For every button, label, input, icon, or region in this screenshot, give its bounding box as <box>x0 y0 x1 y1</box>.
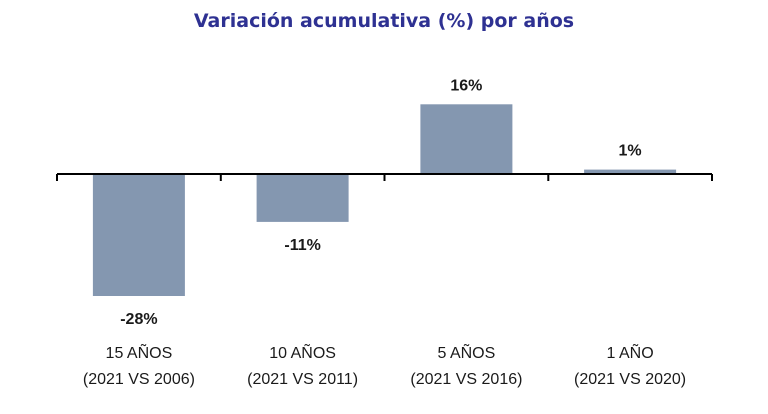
bar-3 <box>420 104 513 174</box>
data-label-1: -28% <box>120 311 157 328</box>
bar-1 <box>92 174 185 296</box>
data-label-2: -11% <box>284 237 320 254</box>
data-label-4: 1% <box>619 143 642 160</box>
category-label-1: 15 AÑOS <box>106 342 173 362</box>
category-sublabel-4: (2021 VS 2020) <box>574 371 686 388</box>
bar-4 <box>584 169 677 174</box>
bars-layer <box>92 104 677 296</box>
category-sublabel-3: (2021 VS 2016) <box>410 371 522 388</box>
data-label-3: 16% <box>450 77 482 94</box>
category-label-2: 10 AÑOS <box>269 342 336 362</box>
x-axis <box>56 173 713 181</box>
category-sublabel-1: (2021 VS 2006) <box>83 371 195 388</box>
chart-title: Variación acumulativa (%) por años <box>193 10 575 32</box>
category-label-3: 5 AÑOS <box>437 342 495 362</box>
category-label-4: 1 AÑO <box>607 342 654 362</box>
category-sublabel-2: (2021 VS 2011) <box>247 371 358 388</box>
bar-2 <box>256 174 349 222</box>
labels-layer: -28% 15 AÑOS (2021 VS 2006) -11% 10 AÑOS (202… <box>83 77 686 388</box>
